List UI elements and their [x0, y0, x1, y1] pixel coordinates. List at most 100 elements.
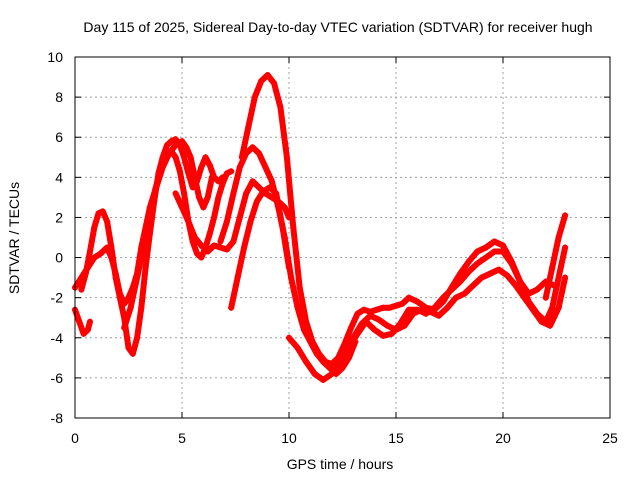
data-point: [303, 318, 310, 325]
data-point: [474, 248, 481, 255]
data-point: [358, 320, 365, 327]
data-point: [76, 318, 83, 325]
data-point: [328, 370, 335, 377]
data-point: [104, 218, 111, 225]
data-point: [198, 164, 205, 171]
x-tick-label: 25: [602, 430, 618, 446]
data-point: [384, 322, 391, 329]
markers-track-4: [121, 138, 215, 331]
data-point: [249, 144, 256, 151]
data-point: [228, 168, 235, 175]
data-point: [482, 244, 489, 251]
data-point: [538, 318, 545, 325]
data-point: [311, 370, 318, 377]
data-point: [286, 334, 292, 341]
data-point: [86, 318, 93, 325]
data-point: [241, 244, 248, 251]
data-point: [91, 224, 98, 231]
data-point: [286, 264, 292, 271]
data-point: [172, 190, 179, 197]
y-tick-label: -6: [51, 370, 64, 386]
data-point: [386, 304, 393, 311]
data-point: [562, 274, 569, 281]
data-point: [555, 304, 562, 311]
x-tick-label: 5: [178, 430, 186, 446]
data-point: [512, 282, 519, 289]
data-point: [491, 238, 498, 245]
x-tick-label: 20: [495, 430, 511, 446]
data-point: [258, 78, 265, 85]
data-point: [474, 260, 481, 267]
data-point: [448, 286, 455, 293]
data-point: [153, 184, 160, 191]
data-point: [256, 150, 263, 157]
data-point: [271, 80, 278, 87]
data-point: [337, 358, 344, 365]
data-point: [166, 150, 173, 157]
data-point: [277, 104, 284, 111]
data-point: [215, 194, 222, 201]
data-point: [208, 174, 215, 181]
data-point: [348, 324, 355, 331]
data-point: [547, 322, 554, 329]
data-point: [121, 324, 128, 331]
data-point: [461, 290, 468, 297]
data-point: [97, 250, 104, 257]
data-point: [125, 344, 132, 351]
data-point: [500, 248, 506, 255]
data-point: [268, 178, 275, 185]
data-point: [230, 190, 237, 197]
data-point: [223, 218, 230, 225]
data-point: [99, 208, 106, 215]
data-point: [562, 212, 569, 219]
markers-track-1: [72, 306, 93, 337]
data-point: [555, 274, 562, 281]
data-point: [264, 72, 271, 79]
data-point: [290, 224, 297, 231]
data-point: [78, 286, 85, 293]
data-point: [393, 326, 399, 333]
data-point: [146, 214, 153, 221]
data-point: [457, 278, 464, 285]
data-point: [179, 138, 185, 145]
data-point: [418, 306, 425, 313]
data-point: [91, 254, 98, 261]
y-tick-label: 8: [55, 89, 63, 105]
data-point: [183, 144, 190, 151]
markers-track-8: [228, 184, 292, 311]
x-axis-title: GPS time / hours: [287, 456, 394, 472]
data-point: [470, 282, 477, 289]
data-point: [465, 258, 472, 265]
data-point: [283, 154, 290, 161]
data-point: [253, 198, 260, 205]
y-tick-label: 6: [55, 129, 63, 145]
y-tick-label: -4: [51, 330, 64, 346]
data-point: [294, 304, 301, 311]
y-tick-label: 10: [47, 49, 63, 65]
data-point: [487, 270, 494, 277]
data-point: [245, 124, 252, 131]
data-point: [354, 310, 361, 317]
data-point: [217, 244, 224, 251]
data-point: [279, 224, 286, 231]
x-tick-label: 15: [388, 430, 404, 446]
data-point: [251, 94, 258, 101]
data-point: [260, 188, 267, 195]
data-point: [176, 168, 183, 175]
data-point: [223, 246, 230, 253]
data-point: [491, 248, 498, 255]
data-point: [234, 274, 241, 281]
data-point: [296, 284, 303, 291]
y-tick-label: -2: [51, 290, 64, 306]
data-point: [399, 300, 406, 307]
data-point: [380, 304, 387, 311]
data-point: [309, 338, 316, 345]
data-point: [168, 138, 175, 145]
data-point: [465, 268, 472, 275]
series-track-8: [228, 184, 292, 311]
data-point: [303, 358, 310, 365]
data-point: [219, 174, 226, 181]
data-point: [215, 178, 222, 185]
data-point: [172, 154, 179, 161]
